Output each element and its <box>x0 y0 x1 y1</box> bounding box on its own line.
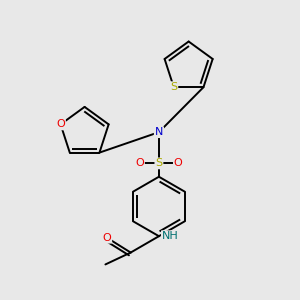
Text: S: S <box>170 82 177 92</box>
Text: O: O <box>135 158 144 168</box>
Text: N: N <box>155 127 163 137</box>
Text: NH: NH <box>162 231 178 241</box>
Text: S: S <box>155 158 163 168</box>
Text: O: O <box>174 158 183 168</box>
Text: O: O <box>103 233 111 243</box>
Text: O: O <box>56 119 65 129</box>
